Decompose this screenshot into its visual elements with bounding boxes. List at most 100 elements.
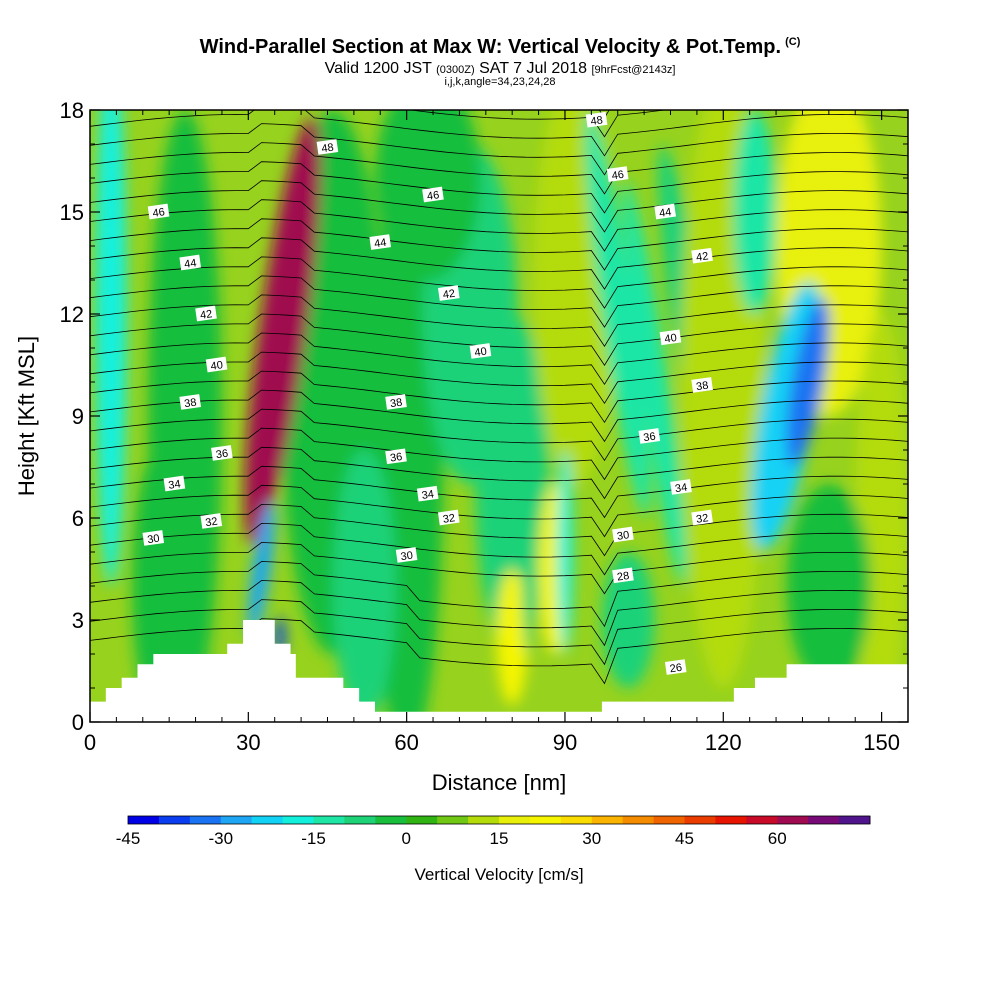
svg-text:34: 34 bbox=[168, 478, 182, 492]
isentrope-label: 44 bbox=[654, 203, 676, 220]
colorbar-swatch bbox=[313, 816, 345, 824]
isentrope-label: 42 bbox=[195, 305, 217, 322]
svg-text:40: 40 bbox=[474, 346, 488, 360]
svg-text:30: 30 bbox=[400, 550, 414, 564]
svg-text:48: 48 bbox=[590, 114, 604, 128]
isentrope-label: 32 bbox=[200, 513, 223, 530]
colorbar-tick-label: -30 bbox=[208, 829, 233, 848]
svg-text:40: 40 bbox=[210, 359, 224, 373]
colorbar-tick-label: -45 bbox=[116, 829, 141, 848]
colorbar-swatch bbox=[715, 816, 747, 824]
isentrope-label: 40 bbox=[469, 343, 492, 360]
svg-text:48: 48 bbox=[321, 142, 335, 156]
x-tick-label: 30 bbox=[236, 730, 260, 755]
svg-text:44: 44 bbox=[373, 237, 387, 251]
svg-text:42: 42 bbox=[695, 250, 709, 264]
isentrope-label: 40 bbox=[659, 329, 682, 346]
y-tick-label: 6 bbox=[72, 506, 84, 531]
isentrope-label: 28 bbox=[612, 567, 634, 584]
isentrope-label: 42 bbox=[691, 247, 713, 264]
x-axis-label: Distance [nm] bbox=[432, 770, 567, 795]
svg-text:44: 44 bbox=[658, 206, 672, 220]
isentrope-label: 38 bbox=[691, 377, 713, 394]
isentrope-label: 32 bbox=[691, 509, 713, 526]
colorbar-swatch bbox=[499, 816, 531, 824]
colorbar-swatch bbox=[158, 816, 191, 824]
x-tick-label: 150 bbox=[863, 730, 900, 755]
isentrope-label: 30 bbox=[395, 547, 418, 564]
colorbar-tick-label: 45 bbox=[675, 829, 694, 848]
colorbar-swatch bbox=[653, 816, 685, 824]
svg-text:36: 36 bbox=[215, 448, 229, 462]
y-axis-label: Height [Kft MSL] bbox=[14, 336, 39, 496]
svg-text:38: 38 bbox=[389, 397, 403, 411]
colorbar-swatch bbox=[251, 816, 284, 824]
isentrope-labels: 48 48 46 46 46 44 44 44 42 42 42 40 40 40 38 38 38 36 36 36… bbox=[142, 111, 713, 676]
svg-text:28: 28 bbox=[616, 570, 630, 584]
isentrope-label: 46 bbox=[422, 186, 444, 203]
colorbar-swatch bbox=[839, 816, 871, 824]
svg-text:30: 30 bbox=[147, 533, 161, 547]
svg-text:44: 44 bbox=[184, 257, 198, 271]
svg-text:36: 36 bbox=[389, 451, 403, 465]
isentrope-label: 34 bbox=[416, 485, 439, 502]
svg-text:26: 26 bbox=[669, 662, 683, 676]
svg-text:32: 32 bbox=[442, 512, 456, 526]
svg-text:34: 34 bbox=[421, 488, 435, 502]
isentrope-label: 32 bbox=[437, 509, 460, 526]
x-tick-label: 60 bbox=[394, 730, 418, 755]
svg-text:36: 36 bbox=[643, 431, 657, 445]
y-tick-label: 18 bbox=[60, 98, 84, 123]
x-tick-label: 120 bbox=[705, 730, 742, 755]
svg-text:32: 32 bbox=[695, 512, 709, 526]
colorbar-label: Vertical Velocity [cm/s] bbox=[414, 865, 583, 884]
colorbar-swatch bbox=[746, 816, 778, 824]
chart-title: Wind-Parallel Section at Max W: Vertical… bbox=[199, 36, 801, 58]
colorbar-swatch bbox=[406, 816, 438, 824]
y-tick-label: 12 bbox=[60, 302, 84, 327]
y-tick-label: 0 bbox=[72, 710, 84, 735]
colorbar-swatch bbox=[220, 816, 253, 824]
copyright-mark: (C) bbox=[785, 36, 801, 49]
svg-text:46: 46 bbox=[426, 189, 440, 203]
colorbar-swatch bbox=[808, 816, 840, 824]
isentrope-label: 48 bbox=[585, 111, 608, 128]
isentrope-label: 44 bbox=[179, 254, 202, 271]
isentrope-label: 26 bbox=[664, 659, 687, 676]
isentrope-label: 36 bbox=[385, 448, 407, 465]
colorbar-tick-label: 0 bbox=[402, 829, 411, 848]
isentrope-label: 36 bbox=[211, 445, 233, 462]
svg-text:30: 30 bbox=[616, 529, 630, 543]
svg-text:32: 32 bbox=[205, 516, 219, 530]
svg-text:38: 38 bbox=[695, 380, 709, 394]
isentrope-label: 38 bbox=[179, 394, 202, 411]
y-tick-label: 3 bbox=[72, 608, 84, 633]
colorbar-swatch bbox=[684, 816, 716, 824]
colorbar-tick-label: -15 bbox=[301, 829, 326, 848]
y-tick-label: 15 bbox=[60, 200, 84, 225]
svg-text:42: 42 bbox=[442, 288, 456, 302]
isentrope-label: 36 bbox=[638, 428, 661, 445]
chart-indices: i,j,k,angle=34,23,24,28 bbox=[444, 76, 556, 88]
isentrope-label: 48 bbox=[316, 139, 339, 156]
colorbar-tick-label: 60 bbox=[768, 829, 787, 848]
isentrope-lines bbox=[90, 110, 908, 685]
colorbar-swatch bbox=[282, 816, 314, 824]
colorbar-tick-label: 30 bbox=[582, 829, 601, 848]
terrain-mask bbox=[90, 620, 908, 722]
svg-text:40: 40 bbox=[664, 332, 678, 346]
colorbar-swatch bbox=[529, 816, 562, 824]
isentrope-label: 34 bbox=[163, 475, 186, 492]
isentrope-label: 40 bbox=[205, 356, 228, 373]
colorbar-swatch bbox=[591, 816, 624, 824]
colorbar: -45 -30 -15 0 15 30 45 60 bbox=[116, 815, 871, 848]
isentrope-label: 38 bbox=[385, 394, 407, 411]
colorbar-swatch bbox=[344, 816, 376, 824]
colorbar-swatch bbox=[622, 816, 655, 824]
svg-text:38: 38 bbox=[184, 397, 198, 411]
colorbar-tick-label: 15 bbox=[490, 829, 509, 848]
isentrope-label: 46 bbox=[606, 166, 629, 182]
colorbar-swatch bbox=[437, 816, 469, 824]
colorbar-swatch bbox=[777, 816, 809, 824]
